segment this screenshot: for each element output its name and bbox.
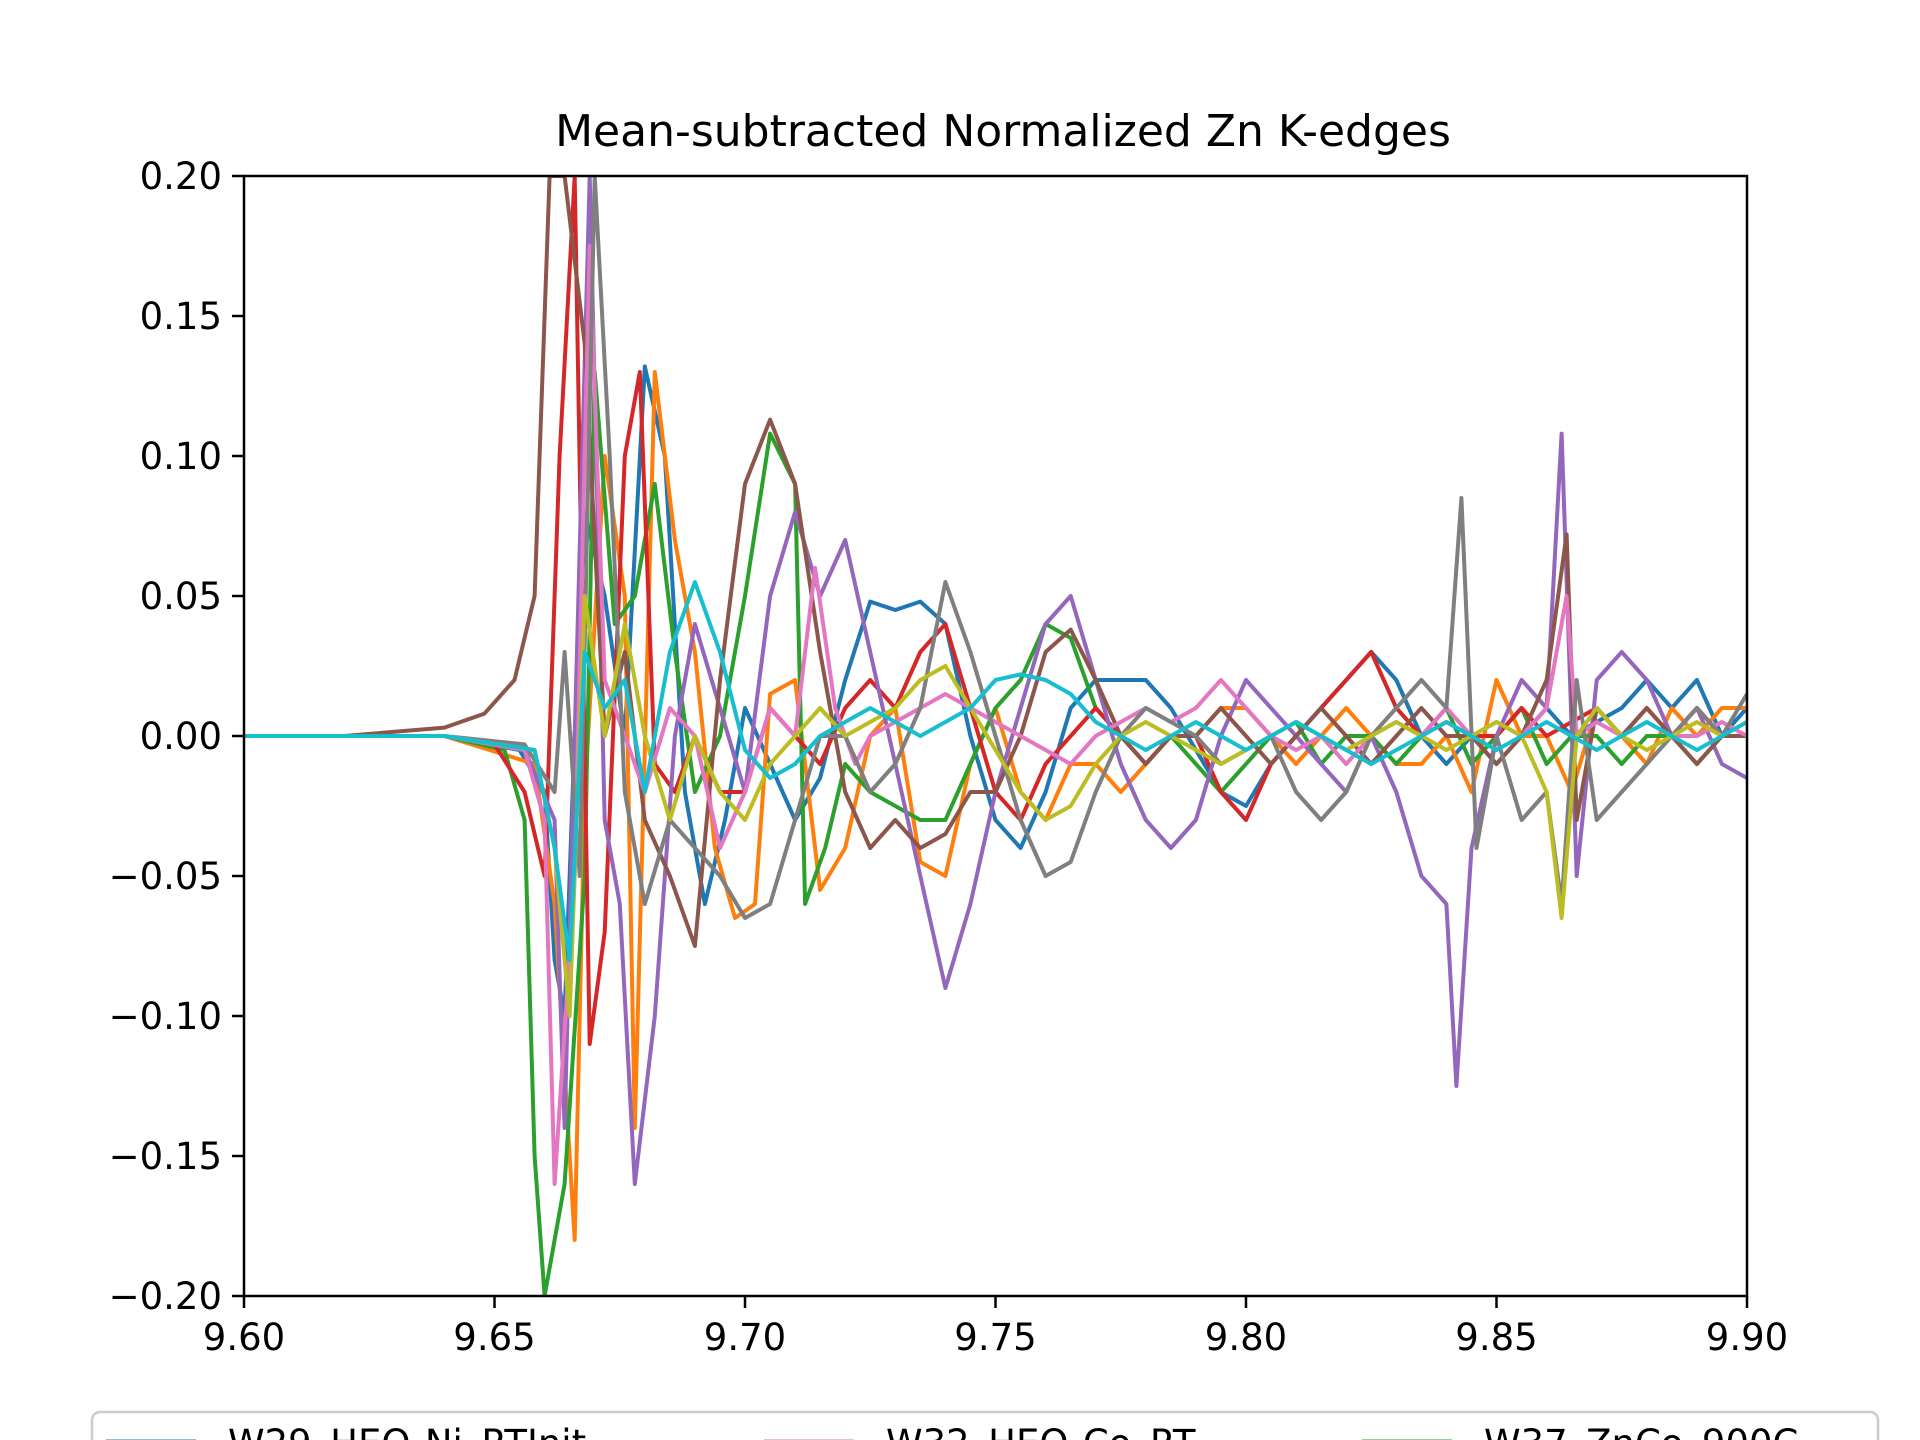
y-tick-label: −0.05 <box>109 855 222 898</box>
legend-items: W29_HEO-Ni_RTInit W32_HEO-Co_RT W37_ZnCo_9… <box>106 1422 1798 1440</box>
y-tick-label: −0.20 <box>109 1275 222 1318</box>
series-line-8 <box>244 176 1747 920</box>
series-line-4 <box>244 176 1747 1046</box>
y-tick-label: 0.00 <box>140 715 222 758</box>
y-axis: 0.20 0.15 0.10 0.05 0.00 −0.05 −0.10 −0.15 −0.20 <box>109 155 244 1318</box>
legend-label: W32_HEO-Co_RT <box>886 1422 1196 1440</box>
series-layer <box>244 176 1747 1296</box>
y-tick-label: −0.15 <box>109 1135 222 1178</box>
legend-label: W29_HEO-Ni_RTInit <box>228 1422 586 1440</box>
series-line-10 <box>244 580 1747 962</box>
chart-title: Mean-subtracted Normalized Zn K-edges <box>555 106 1451 157</box>
x-tick-label: 9.65 <box>453 1316 535 1359</box>
legend-frame <box>90 1410 1880 1440</box>
x-tick-label: 9.60 <box>203 1316 285 1359</box>
y-tick-label: −0.10 <box>109 995 222 1038</box>
y-tick-label: 0.10 <box>140 435 222 478</box>
x-tick-label: 9.90 <box>1706 1316 1788 1359</box>
y-tick-label: 0.05 <box>140 575 222 618</box>
x-tick-label: 9.75 <box>954 1316 1036 1359</box>
x-axis: 9.60 9.65 9.70 9.75 9.80 9.85 9.90 <box>203 1296 1788 1359</box>
y-tick-label: 0.15 <box>140 295 222 338</box>
series-line-9 <box>244 594 1747 1018</box>
x-tick-label: 9.85 <box>1455 1316 1537 1359</box>
x-tick-label: 9.80 <box>1205 1316 1287 1359</box>
y-tick-label: 0.20 <box>140 155 222 198</box>
legend-label: W37_ZnCo_900C <box>1484 1422 1798 1440</box>
legend: W29_HEO-Ni_RTInit W32_HEO-Co_RT W37_ZnCo_9… <box>90 1410 1880 1440</box>
x-tick-label: 9.70 <box>704 1316 786 1359</box>
